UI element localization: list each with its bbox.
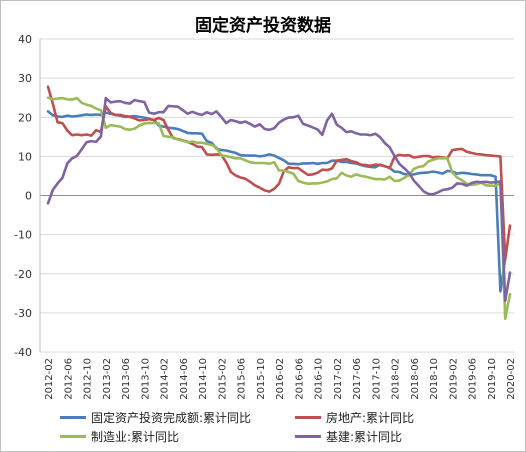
x-tick-label: 2017-02 (333, 358, 344, 400)
x-tick-label: 2019-02 (448, 358, 459, 400)
chart-title: 固定资产投资数据 (195, 16, 331, 36)
series-line-1 (46, 85, 512, 261)
y-tick-label: -10 (14, 229, 32, 242)
x-tick-label: 2014-10 (198, 358, 209, 400)
y-tick-label: -40 (14, 346, 32, 359)
legend-swatch-manufacturing (60, 435, 86, 438)
y-tick-label: -20 (14, 268, 32, 281)
x-tick-label: 2013-06 (121, 358, 132, 400)
x-tick-label: 2016-02 (275, 358, 286, 400)
legend-label-manufacturing: 制造业:累计同比 (91, 430, 180, 444)
legend-item-fai: 固定资产投资完成额:累计同比 (60, 409, 251, 426)
series-line-2 (46, 96, 512, 321)
legend-item-real-estate: 房地产:累计同比 (295, 409, 414, 426)
x-tick-label: 2014-06 (179, 358, 190, 400)
x-tick-label: 2016-10 (314, 358, 325, 400)
x-tick-label: 2017-06 (352, 358, 363, 400)
legend-swatch-fai (60, 416, 86, 419)
y-tick-label: 10 (18, 150, 32, 163)
legend-item-manufacturing: 制造业:累计同比 (60, 428, 179, 445)
x-tick-label: 2020-02 (506, 358, 517, 400)
y-tick-label: 30 (18, 72, 32, 85)
legend-label-real-estate: 房地产:累计同比 (326, 411, 415, 425)
y-tick-label: 20 (18, 111, 32, 124)
y-tick-label: -30 (14, 307, 32, 320)
legend: 固定资产投资完成额:累计同比 房地产:累计同比 制造业:累计同比 基建:累计同比 (60, 407, 520, 447)
y-tick-label: 0 (25, 190, 32, 203)
legend-label-fai: 固定资产投资完成额:累计同比 (91, 411, 252, 425)
series-line-3 (46, 96, 512, 303)
x-tick-label: 2017-10 (371, 358, 382, 400)
x-tick-label: 2012-02 (44, 358, 55, 400)
x-tick-label: 2018-10 (429, 358, 440, 400)
x-tick-label: 2016-06 (294, 358, 305, 400)
x-tick-label: 2015-02 (217, 358, 228, 400)
x-tick-label: 2013-02 (102, 358, 113, 400)
x-tick-label: 2019-06 (468, 358, 479, 400)
legend-item-infrastructure: 基建:累计同比 (295, 428, 402, 445)
x-tick-label: 2018-02 (391, 358, 402, 400)
legend-label-infrastructure: 基建:累计同比 (326, 430, 403, 444)
x-tick-label: 2013-10 (140, 358, 151, 400)
x-tick-label: 2015-06 (237, 358, 248, 400)
x-tick-label: 2019-10 (487, 358, 498, 400)
legend-swatch-real-estate (295, 416, 321, 419)
x-tick-label: 2018-06 (410, 358, 421, 400)
y-tick-label: 40 (18, 33, 32, 46)
series-line-0 (46, 110, 507, 293)
x-tick-label: 2014-02 (160, 358, 171, 400)
x-tick-label: 2015-10 (256, 358, 267, 400)
x-tick-label: 2012-06 (63, 358, 74, 400)
legend-swatch-infrastructure (295, 435, 321, 438)
x-tick-label: 2012-10 (83, 358, 94, 400)
